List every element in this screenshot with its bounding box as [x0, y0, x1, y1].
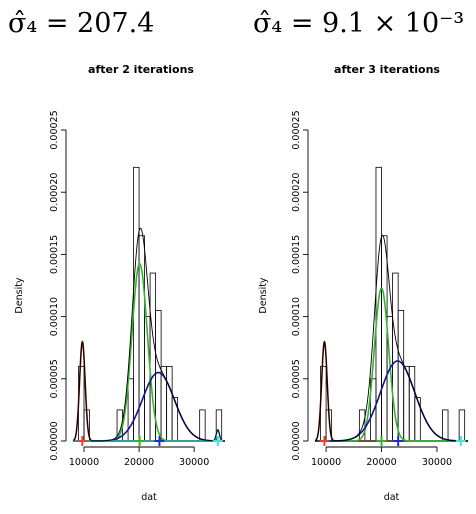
x-tick-label: 30000 — [422, 457, 452, 468]
x-tick-label: 10000 — [311, 457, 341, 468]
y-tick-label: 0.00015 — [291, 235, 302, 274]
x-tick-label: 20000 — [124, 457, 154, 468]
histogram-bar — [381, 235, 388, 442]
y-tick-label: 0.00005 — [49, 359, 60, 398]
x-tick-label: 10000 — [69, 457, 99, 468]
component-curve-2 — [73, 262, 225, 442]
histogram-bar — [138, 235, 145, 442]
component-curve-3 — [73, 371, 225, 442]
component-curve-3 — [315, 360, 468, 442]
y-tick-label: 0.00000 — [291, 421, 302, 460]
chart-panel-1: after 2 iterations 0.00000 0.00005 0.00010 0… — [14, 63, 225, 503]
y-tick-label: 0.00025 — [291, 110, 302, 149]
mixture-curve — [72, 227, 225, 442]
y-tick-label: 0.00020 — [291, 173, 302, 212]
histogram-bar — [199, 409, 206, 442]
y-tick-label: 0.00015 — [49, 235, 60, 274]
histogram-bar — [166, 365, 173, 442]
mixture-curve — [314, 234, 468, 442]
component-curve-1 — [314, 340, 468, 442]
histogram-bar — [442, 409, 449, 442]
x-tick-label: 20000 — [366, 457, 396, 468]
histogram-bar — [397, 309, 405, 442]
sigma-heading-left: σ̂₄ = 207.4 — [8, 8, 155, 39]
sigma-heading-right: σ̂₄ = 9.1 × 10⁻³ — [253, 8, 465, 39]
y-tick-label: 0.00025 — [49, 110, 60, 149]
y-tick-label: 0.00000 — [49, 421, 60, 460]
x-tick-label: 30000 — [179, 457, 209, 468]
x-axis-label: dat — [384, 492, 400, 503]
histogram-bar — [127, 378, 134, 442]
y-tick-label: 0.00010 — [291, 297, 302, 336]
chart-title: after 3 iterations — [334, 63, 440, 76]
histogram-bar — [403, 365, 410, 442]
chart-title: after 2 iterations — [88, 63, 194, 76]
y-tick-label: 0.00020 — [49, 173, 60, 212]
y-tick-label: 0.00005 — [291, 359, 302, 398]
chart-panel-2: after 3 iterations 0.00000 0.00005 0.00010 0… — [258, 63, 468, 503]
x-axis-label: dat — [141, 492, 157, 503]
y-axis-label: Density — [258, 277, 269, 313]
y-axis-label: Density — [14, 277, 25, 313]
y-tick-label: 0.00010 — [49, 297, 60, 336]
